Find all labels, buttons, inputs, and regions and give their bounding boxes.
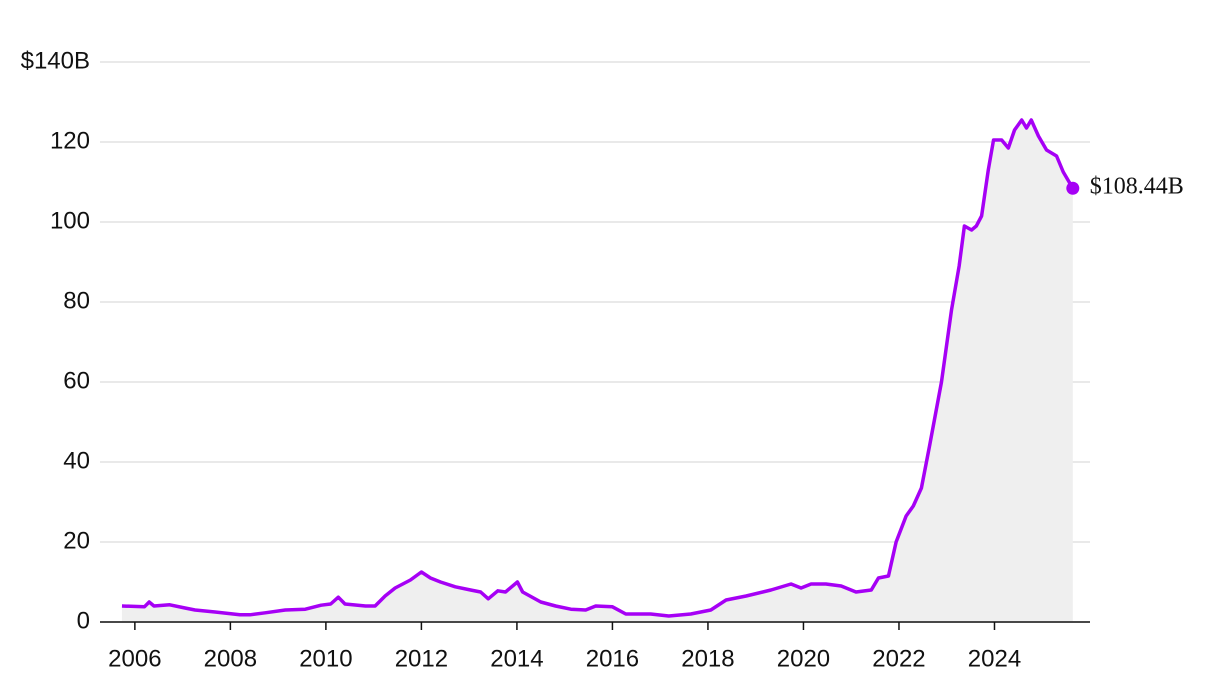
x-tick-label: 2016 [586,645,639,672]
x-tick-label: 2018 [681,645,734,672]
area [121,120,1073,622]
x-tick-label: 2006 [108,645,161,672]
y-tick-label: 100 [50,207,90,234]
y-tick-label: 60 [63,367,90,394]
x-tick-label: 2014 [490,645,543,672]
x-tick-label: 2012 [395,645,448,672]
x-tick-label: 2020 [777,645,830,672]
y-tick-label: 0 [77,607,90,634]
x-tick-label: 2024 [968,645,1021,672]
end-point [1066,181,1080,195]
y-tick-label: 120 [50,127,90,154]
end-label: $108.44B [1090,174,1184,200]
y-tick-label: $140B [21,47,90,74]
x-tick-label: 2022 [872,645,925,672]
y-tick-label: 80 [63,287,90,314]
x-tick-label: 2010 [299,645,352,672]
line [121,118,1075,618]
y-tick-label: 40 [63,447,90,474]
x-tick-label: 2008 [204,645,257,672]
y-tick-label: 20 [63,527,90,554]
